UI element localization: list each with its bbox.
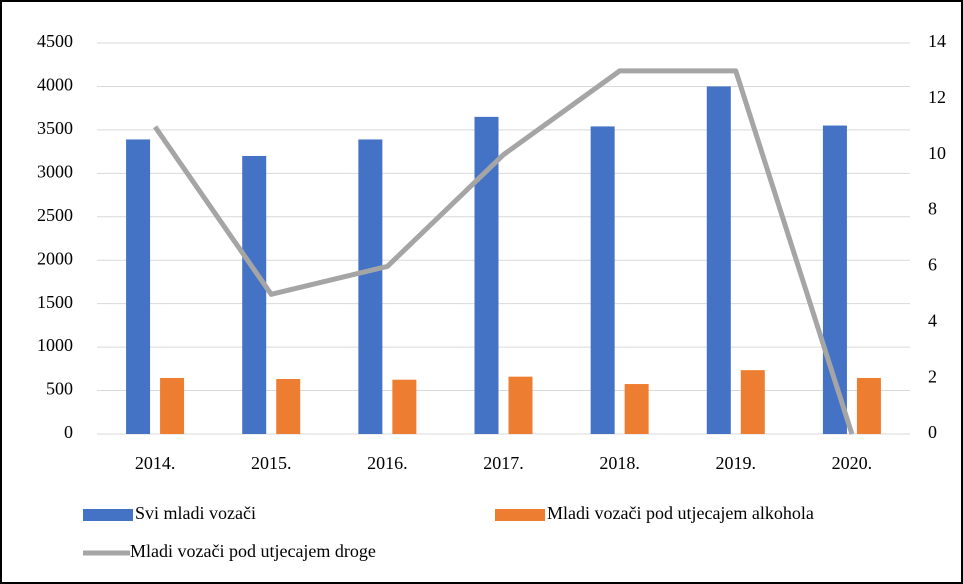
y-tick-label: 0 [64,422,73,442]
line-series [153,68,855,435]
bar [706,86,731,434]
x-tick-label: 2015. [251,453,292,473]
bar [740,370,765,434]
y-tick-label: 1000 [37,335,73,355]
x-tick-label: 2016. [367,453,408,473]
y-tick-label: 4500 [37,31,73,51]
legend-label: Svi mladi vozači [135,503,256,523]
bar [508,376,533,434]
y2-tick-label: 12 [928,87,946,107]
y2-tick-label: 10 [928,143,946,163]
y2-tick-label: 14 [928,31,946,51]
bar [242,155,267,434]
y-tick-label: 2000 [37,248,73,268]
y2-tick-label: 8 [928,199,937,219]
bar [590,126,615,434]
legend-label: Mladi vozači pod utjecajem alkohola [547,503,814,523]
bar [624,384,649,434]
x-tick-label: 2014. [135,453,176,473]
x-tick-label: 2018. [599,453,640,473]
x-tick-label: 2017. [483,453,524,473]
legend-label: Mladi vozači pod utjecajem droge [130,541,376,561]
y-tick-label: 2500 [37,205,73,225]
x-tick-label: 2019. [716,453,757,473]
y2-tick-label: 4 [928,310,937,330]
y-tick-label: 500 [46,379,73,399]
bar [126,139,151,435]
bar [392,379,417,434]
bar [856,377,881,434]
x-tick-label: 2020. [832,453,873,473]
legend-swatch [495,509,545,521]
y-tick-label: 1500 [37,292,73,312]
y2-tick-label: 2 [928,366,937,386]
legend-swatch [83,509,133,521]
bar [160,377,185,434]
bar [276,378,301,434]
y-tick-label: 4000 [37,75,73,95]
bar [358,139,383,435]
y-tick-label: 3500 [37,118,73,138]
y2-tick-label: 6 [928,255,937,275]
y2-tick-label: 0 [928,422,937,442]
y-tick-label: 3000 [37,161,73,181]
